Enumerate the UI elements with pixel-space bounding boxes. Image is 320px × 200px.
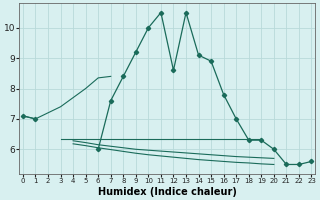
X-axis label: Humidex (Indice chaleur): Humidex (Indice chaleur) (98, 187, 236, 197)
